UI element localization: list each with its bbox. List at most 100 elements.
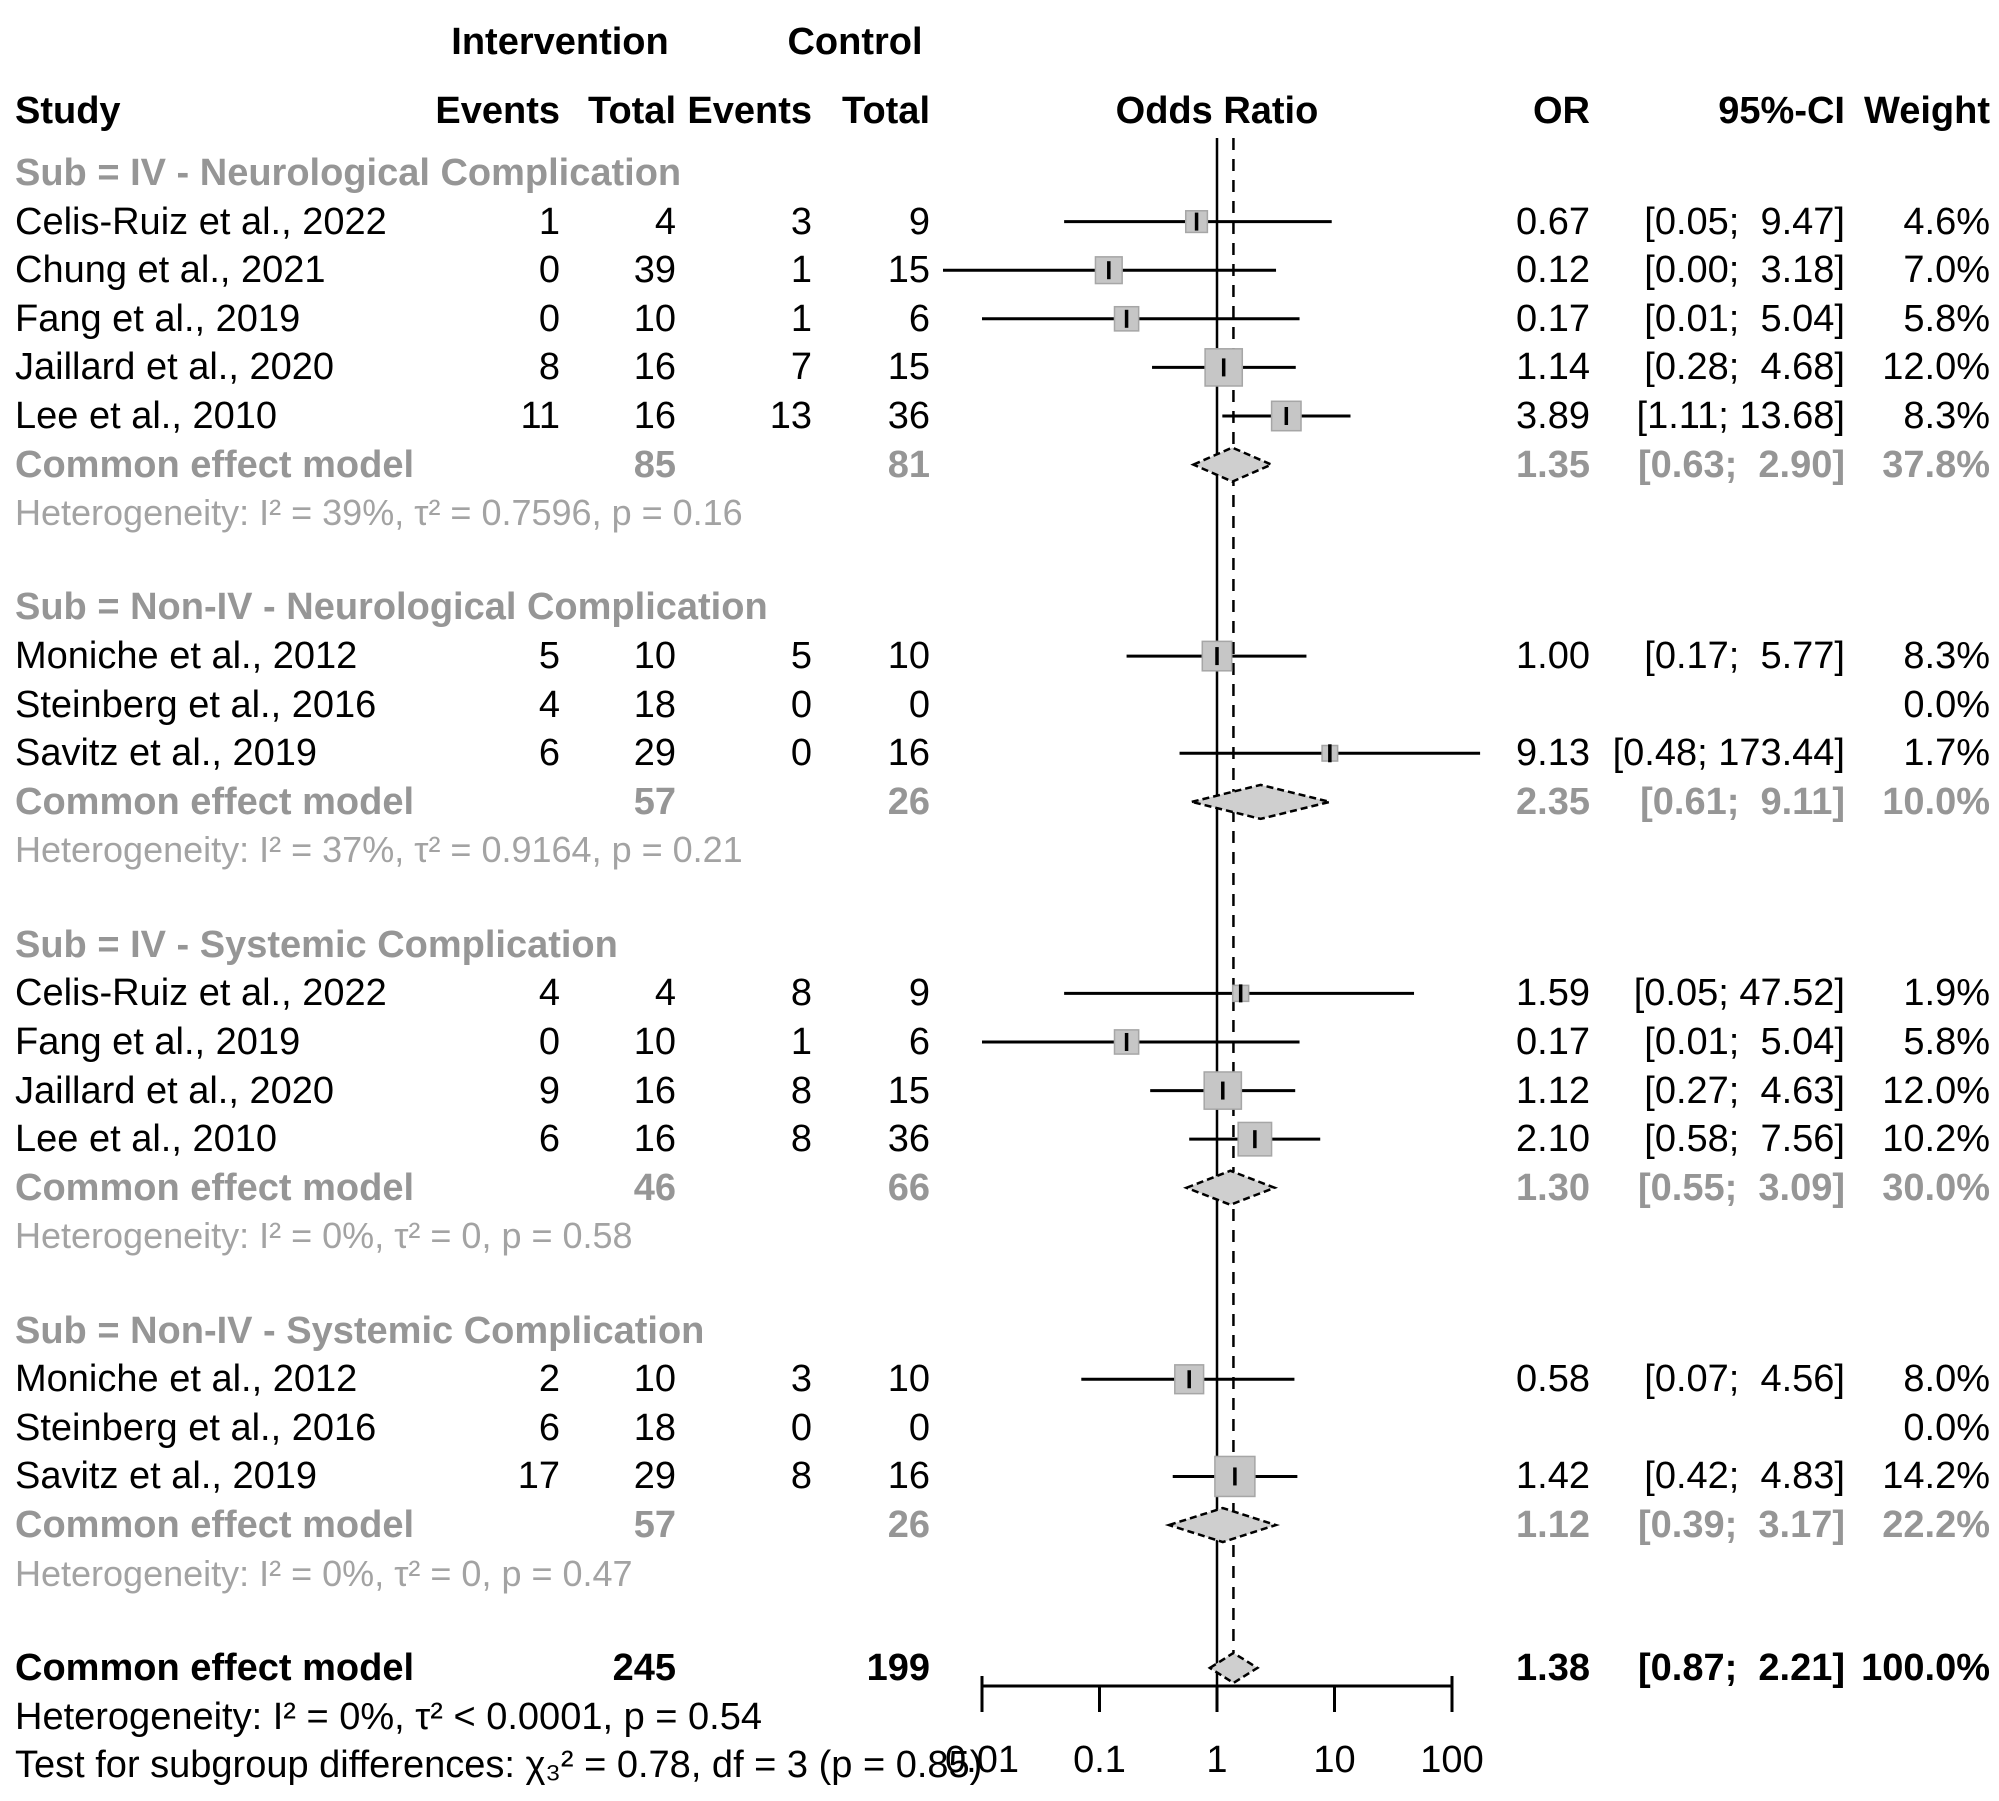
intervention-events: 11 [520, 395, 560, 437]
or-value: 1.14 [1516, 346, 1590, 389]
ci-value: [0.61; 9.11] [1640, 780, 1845, 823]
intervention-total: 16 [633, 346, 676, 389]
ci-value: [1.11; 13.68] [1636, 395, 1845, 437]
x-axis-label: 1 [1206, 1739, 1228, 1781]
study-name: Savitz et al., 2019 [15, 732, 318, 775]
subgroup-title: Sub = IV - Neurological Complication [15, 152, 682, 194]
common-effect-name: Common effect model [15, 1504, 415, 1547]
study-name: Moniche et al., 2012 [15, 635, 358, 678]
study-name: Lee et al., 2010 [15, 395, 277, 437]
or-value: 0.67 [1516, 200, 1590, 243]
ci-value: [0.42; 4.83] [1644, 1455, 1845, 1498]
ci-value: [0.28; 4.68] [1644, 346, 1845, 389]
ci-value: [0.55; 3.09] [1638, 1166, 1845, 1209]
x-axis-label: 0.01 [945, 1739, 1019, 1781]
or-value: 0.17 [1516, 297, 1590, 340]
x-axis-label: 100 [1420, 1739, 1484, 1781]
study-column-header: Study [15, 90, 121, 132]
subgroup-test-note: Test for subgroup differences: χ₃² = 0.7… [15, 1744, 983, 1787]
control-total: 15 [887, 1069, 930, 1112]
heterogeneity-note: Heterogeneity: I² = 39%, τ² = 0.7596, p … [15, 492, 743, 534]
control-events-header: Events [687, 90, 812, 132]
weight-value: 8.0% [1903, 1358, 1990, 1401]
common-effect-name: Common effect model [15, 443, 415, 486]
intervention-total: 57 [633, 1504, 676, 1547]
intervention-total: 57 [633, 780, 676, 823]
ci-value: [0.27; 4.63] [1644, 1069, 1845, 1112]
summary-diamond [1207, 1651, 1260, 1685]
intervention-total: 4 [654, 200, 676, 243]
weight-value: 7.0% [1903, 249, 1990, 292]
weight-column-header: Weight [1864, 90, 1990, 132]
control-total: 0 [908, 1406, 930, 1449]
common-effect-name: Common effect model [15, 780, 415, 823]
ci-value: [0.05; 9.47] [1644, 200, 1845, 243]
intervention-events: 0 [538, 249, 560, 292]
study-name: Jaillard et al., 2020 [15, 346, 334, 389]
control-total: 36 [887, 1118, 930, 1161]
intervention-column-header: Intervention [451, 21, 669, 63]
heterogeneity-note: Heterogeneity: I² = 37%, τ² = 0.9164, p … [15, 829, 743, 871]
summary-diamond [1183, 1169, 1279, 1207]
weight-value: 5.8% [1903, 297, 1990, 340]
intervention-events: 6 [538, 1118, 560, 1161]
intervention-events: 4 [538, 972, 560, 1015]
control-events: 0 [790, 732, 812, 775]
intervention-total-header: Total [588, 90, 676, 132]
odds-ratio-column-header: Odds Ratio [1115, 90, 1319, 132]
intervention-total: 10 [633, 1020, 676, 1063]
control-total: 36 [887, 395, 930, 437]
intervention-total: 29 [633, 732, 676, 775]
or-value: 1.12 [1516, 1069, 1590, 1112]
or-value: 1.59 [1516, 972, 1590, 1015]
subgroup-title: Sub = Non-IV - Systemic Complication [15, 1309, 705, 1352]
control-total: 0 [908, 683, 930, 726]
weight-value: 0.0% [1903, 1406, 1990, 1449]
study-name: Moniche et al., 2012 [15, 1358, 358, 1401]
control-total: 15 [887, 346, 930, 389]
study-name: Celis-Ruiz et al., 2022 [15, 972, 387, 1015]
ci-column-header: 95%-CI [1718, 90, 1845, 132]
control-events: 13 [769, 395, 812, 437]
intervention-events: 9 [538, 1069, 560, 1112]
ci-value: [0.01; 5.04] [1644, 297, 1845, 340]
control-total: 10 [887, 635, 930, 678]
control-events: 1 [790, 249, 812, 292]
intervention-total: 245 [612, 1646, 676, 1689]
weight-value: 22.2% [1882, 1504, 1990, 1547]
control-total: 16 [887, 1455, 930, 1498]
control-events: 5 [790, 635, 812, 678]
or-value: 1.42 [1516, 1455, 1590, 1498]
control-total: 26 [887, 1504, 930, 1547]
weight-value: 10.0% [1882, 780, 1990, 823]
weight-value: 12.0% [1882, 1069, 1990, 1112]
control-total: 6 [908, 297, 930, 340]
weight-value: 8.3% [1903, 395, 1990, 437]
study-name: Lee et al., 2010 [15, 1118, 277, 1161]
or-value: 2.35 [1516, 780, 1590, 823]
intervention-total: 16 [633, 1118, 676, 1161]
ci-value: [0.39; 3.17] [1638, 1504, 1845, 1547]
summary-diamond [1191, 783, 1331, 821]
control-events: 8 [790, 972, 812, 1015]
heterogeneity-note: Heterogeneity: I² = 0%, τ² = 0, p = 0.47 [15, 1552, 633, 1594]
ci-value: [0.58; 7.56] [1644, 1118, 1845, 1161]
study-name: Jaillard et al., 2020 [15, 1069, 334, 1112]
study-name: Savitz et al., 2019 [15, 1455, 318, 1498]
ci-value: [0.63; 2.90] [1638, 443, 1845, 486]
study-name: Steinberg et al., 2016 [15, 683, 377, 726]
control-column-header: Control [787, 21, 923, 63]
weight-value: 12.0% [1882, 346, 1990, 389]
intervention-total: 16 [633, 395, 676, 437]
subgroup-title: Sub = Non-IV - Neurological Complication [15, 586, 768, 629]
intervention-events: 8 [538, 346, 560, 389]
or-value: 1.35 [1516, 443, 1590, 486]
control-total: 10 [887, 1358, 930, 1401]
control-events: 0 [790, 1406, 812, 1449]
intervention-total: 46 [633, 1166, 676, 1209]
x-axis-label: 10 [1313, 1739, 1356, 1781]
or-column-header: OR [1533, 90, 1590, 132]
control-events: 3 [790, 1358, 812, 1401]
